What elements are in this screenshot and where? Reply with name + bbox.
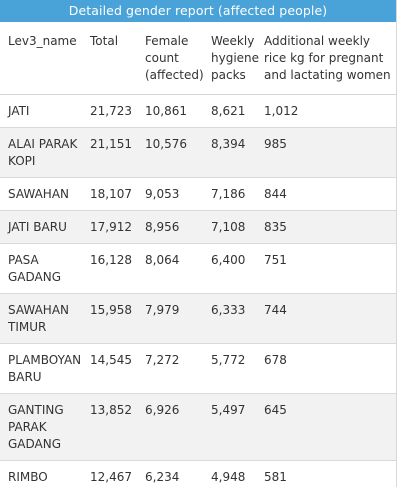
- column-header-rice-kg[interactable]: Additional weekly rice kg for pregnant a…: [260, 22, 396, 95]
- table-row[interactable]: PLAMBOYAN BARU 14,545 7,272 5,772 678: [0, 343, 396, 394]
- cell-hygiene-packs: 8,394: [203, 127, 260, 178]
- cell-hygiene-packs: 7,108: [203, 210, 260, 244]
- report-title: Detailed gender report (affected people): [0, 0, 396, 22]
- cell-female-count: 9,053: [137, 177, 203, 211]
- column-header-hygiene-packs[interactable]: Weekly hygiene packs: [203, 22, 260, 95]
- cell-rice-kg: 751: [260, 243, 396, 294]
- cell-total: 13,852: [82, 393, 137, 461]
- cell-total: 14,545: [82, 343, 137, 394]
- cell-total: 21,151: [82, 127, 137, 178]
- cell-rice-kg: 645: [260, 393, 396, 461]
- cell-name: JATI: [0, 94, 82, 128]
- cell-name: GANTING PARAK GADANG: [0, 393, 82, 461]
- cell-rice-kg: 985: [260, 127, 396, 178]
- cell-female-count: 6,234: [137, 460, 203, 487]
- cell-total: 18,107: [82, 177, 137, 211]
- cell-rice-kg: 581: [260, 460, 396, 487]
- cell-female-count: 8,956: [137, 210, 203, 244]
- column-header-name[interactable]: Lev3_name: [0, 22, 82, 95]
- table-row[interactable]: JATI 21,723 10,861 8,621 1,012: [0, 94, 396, 128]
- table-row[interactable]: SAWAHAN 18,107 9,053 7,186 844: [0, 177, 396, 211]
- cell-name: SAWAHAN TIMUR: [0, 293, 82, 344]
- cell-name: JATI BARU: [0, 210, 82, 244]
- cell-total: 17,912: [82, 210, 137, 244]
- table-body: JATI 21,723 10,861 8,621 1,012 ALAI PARAK KOP…: [0, 94, 396, 487]
- cell-hygiene-packs: 8,621: [203, 94, 260, 128]
- cell-female-count: 8,064: [137, 243, 203, 294]
- column-header-total[interactable]: Total: [82, 22, 137, 95]
- gender-report-table: Lev3_name Total Female count (affected) …: [0, 22, 396, 487]
- cell-hygiene-packs: 7,186: [203, 177, 260, 211]
- cell-name: RIMBO KALUANG: [0, 460, 82, 487]
- cell-rice-kg: 1,012: [260, 94, 396, 128]
- cell-name: SAWAHAN: [0, 177, 82, 211]
- cell-female-count: 7,272: [137, 343, 203, 394]
- cell-name: PLAMBOYAN BARU: [0, 343, 82, 394]
- cell-female-count: 10,861: [137, 94, 203, 128]
- cell-rice-kg: 678: [260, 343, 396, 394]
- cell-hygiene-packs: 4,948: [203, 460, 260, 487]
- table-header-row: Lev3_name Total Female count (affected) …: [0, 22, 396, 95]
- cell-hygiene-packs: 5,497: [203, 393, 260, 461]
- table-row[interactable]: SAWAHAN TIMUR 15,958 7,979 6,333 744: [0, 293, 396, 344]
- cell-hygiene-packs: 6,333: [203, 293, 260, 344]
- cell-total: 21,723: [82, 94, 137, 128]
- table-row[interactable]: GANTING PARAK GADANG 13,852 6,926 5,497 645: [0, 393, 396, 461]
- cell-total: 12,467: [82, 460, 137, 487]
- cell-rice-kg: 835: [260, 210, 396, 244]
- cell-total: 16,128: [82, 243, 137, 294]
- cell-rice-kg: 744: [260, 293, 396, 344]
- cell-total: 15,958: [82, 293, 137, 344]
- table-row[interactable]: ALAI PARAK KOPI 21,151 10,576 8,394 985: [0, 127, 396, 178]
- cell-name: ALAI PARAK KOPI: [0, 127, 82, 178]
- cell-female-count: 10,576: [137, 127, 203, 178]
- table-row[interactable]: PASA GADANG 16,128 8,064 6,400 751: [0, 243, 396, 294]
- column-header-female-count[interactable]: Female count (affected): [137, 22, 204, 95]
- table-row[interactable]: JATI BARU 17,912 8,956 7,108 835: [0, 210, 396, 244]
- cell-name: PASA GADANG: [0, 243, 82, 294]
- cell-hygiene-packs: 6,400: [203, 243, 260, 294]
- cell-rice-kg: 844: [260, 177, 396, 211]
- cell-female-count: 6,926: [137, 393, 203, 461]
- cell-hygiene-packs: 5,772: [203, 343, 260, 394]
- cell-female-count: 7,979: [137, 293, 203, 344]
